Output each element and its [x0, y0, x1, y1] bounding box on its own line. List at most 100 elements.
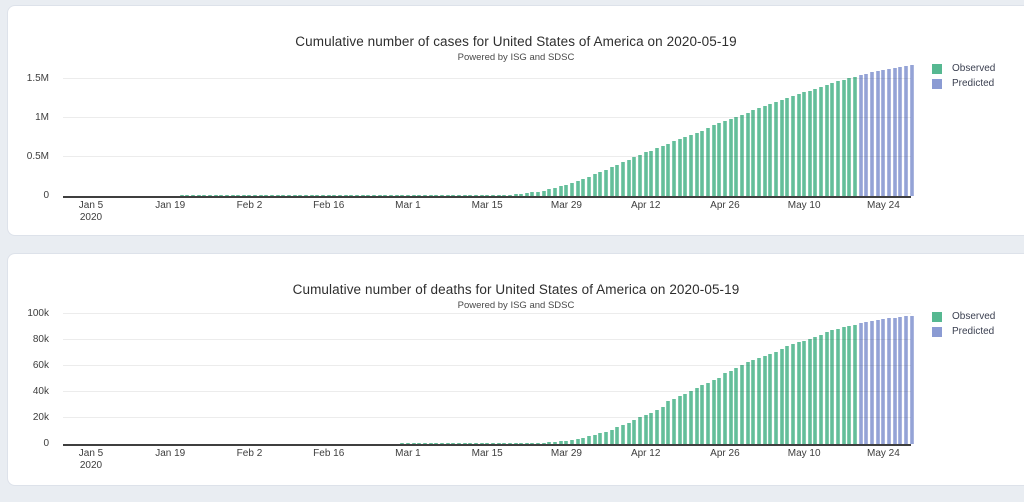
bar-observed: [632, 419, 637, 444]
bar-observed: [604, 169, 609, 196]
bar-observed: [666, 143, 671, 196]
bar-observed: [796, 93, 801, 196]
bar-observed: [768, 103, 773, 196]
deaths-bars: [63, 312, 914, 444]
bar-observed: [694, 133, 699, 196]
bar-observed: [717, 377, 722, 444]
bar-observed: [705, 382, 710, 444]
bar-observed: [751, 359, 756, 444]
bar-observed: [688, 391, 693, 444]
x-tick-label: May 10: [787, 448, 821, 459]
bar-observed: [807, 90, 812, 196]
bar-observed: [762, 356, 767, 444]
bar-predicted: [881, 319, 886, 444]
x-tick-label: Mar 1: [395, 448, 421, 459]
observed-swatch-icon: [932, 311, 942, 322]
bar-observed: [677, 396, 682, 444]
deaths-plot-area[interactable]: [63, 312, 914, 446]
bar-observed: [802, 92, 807, 196]
bar-observed: [581, 179, 586, 196]
bar-predicted: [887, 318, 892, 444]
deaths-chart-title: Cumulative number of deaths for United S…: [292, 282, 740, 297]
bar-observed: [700, 385, 705, 444]
bar-observed: [847, 78, 852, 196]
bar-observed: [462, 195, 467, 196]
deaths-legend: Observed Predicted: [932, 309, 1022, 339]
x-tick-label: Jan 19: [155, 200, 186, 211]
bar-observed: [507, 443, 512, 444]
legend-label-observed: Observed: [952, 63, 996, 74]
bar-observed: [496, 195, 501, 196]
bar-observed: [321, 195, 326, 196]
deaths-y-axis: 0 20k 40k 60k 80k 100k: [8, 308, 55, 449]
bar-observed: [434, 443, 439, 444]
bar-observed: [621, 424, 626, 444]
bar-observed: [638, 154, 643, 196]
bar-observed: [768, 354, 773, 444]
bar-observed: [490, 195, 495, 196]
legend-item-predicted[interactable]: Predicted: [932, 76, 1022, 91]
bar-observed: [734, 368, 739, 444]
bar-observed: [524, 443, 529, 444]
bar-observed: [524, 193, 529, 196]
bar-observed: [813, 89, 818, 196]
bar-observed: [728, 118, 733, 196]
bar-observed: [598, 171, 603, 196]
bar-observed: [824, 332, 829, 444]
bar-observed: [626, 159, 631, 196]
bar-observed: [836, 328, 841, 444]
bar-observed: [587, 436, 592, 444]
cases-y-axis: 0 0.5M 1M 1.5M: [8, 64, 55, 201]
bar-observed: [536, 191, 541, 196]
bar-observed: [377, 195, 382, 196]
bar-predicted: [870, 321, 875, 444]
y-tick-label: 1M: [35, 111, 49, 123]
bar-observed: [315, 195, 320, 196]
bar-observed: [360, 195, 365, 196]
bar-observed: [666, 401, 671, 444]
bar-observed: [332, 195, 337, 196]
cases-legend: Observed Predicted: [932, 61, 1022, 91]
legend-item-observed[interactable]: Observed: [932, 61, 1022, 76]
bar-observed: [751, 109, 756, 196]
bar-observed: [570, 183, 575, 196]
cases-plot-area[interactable]: [63, 64, 914, 198]
bar-observed: [655, 148, 659, 196]
bar-observed: [587, 176, 592, 196]
bar-observed: [287, 195, 292, 196]
bar-observed: [241, 195, 246, 196]
bar-predicted: [875, 71, 880, 196]
bar-observed: [270, 195, 275, 196]
x-tick-label: Apr 12: [630, 448, 661, 459]
bar-observed: [247, 195, 252, 196]
bar-observed: [807, 339, 812, 444]
bar-observed: [349, 195, 354, 196]
bar-observed: [394, 195, 399, 196]
bar-observed: [802, 340, 807, 444]
y-tick-label: 1.5M: [26, 72, 49, 84]
bar-observed: [451, 195, 456, 196]
legend-item-predicted[interactable]: Predicted: [932, 324, 1022, 339]
bar-observed: [547, 189, 552, 196]
bar-observed: [462, 443, 467, 444]
predicted-swatch-icon: [932, 326, 942, 337]
bar-observed: [790, 95, 795, 196]
x-tick-label: Feb 2: [236, 448, 263, 459]
bar-observed: [502, 195, 507, 196]
bar-observed: [196, 195, 201, 196]
cases-chart-title: Cumulative number of cases for United St…: [295, 34, 737, 49]
bar-observed: [722, 372, 727, 444]
bar-observed: [649, 413, 654, 444]
bar-observed: [219, 195, 224, 196]
bar-predicted: [864, 322, 869, 444]
bar-observed: [711, 125, 716, 196]
x-tick-label: Mar 29: [550, 200, 582, 211]
bar-predicted: [898, 316, 903, 444]
bar-predicted: [881, 69, 886, 196]
bar-observed: [428, 195, 433, 196]
bar-observed: [785, 97, 790, 196]
bar-observed: [592, 434, 597, 444]
bar-observed: [190, 195, 195, 196]
legend-item-observed[interactable]: Observed: [932, 309, 1022, 324]
y-tick-label: 100k: [27, 307, 49, 319]
